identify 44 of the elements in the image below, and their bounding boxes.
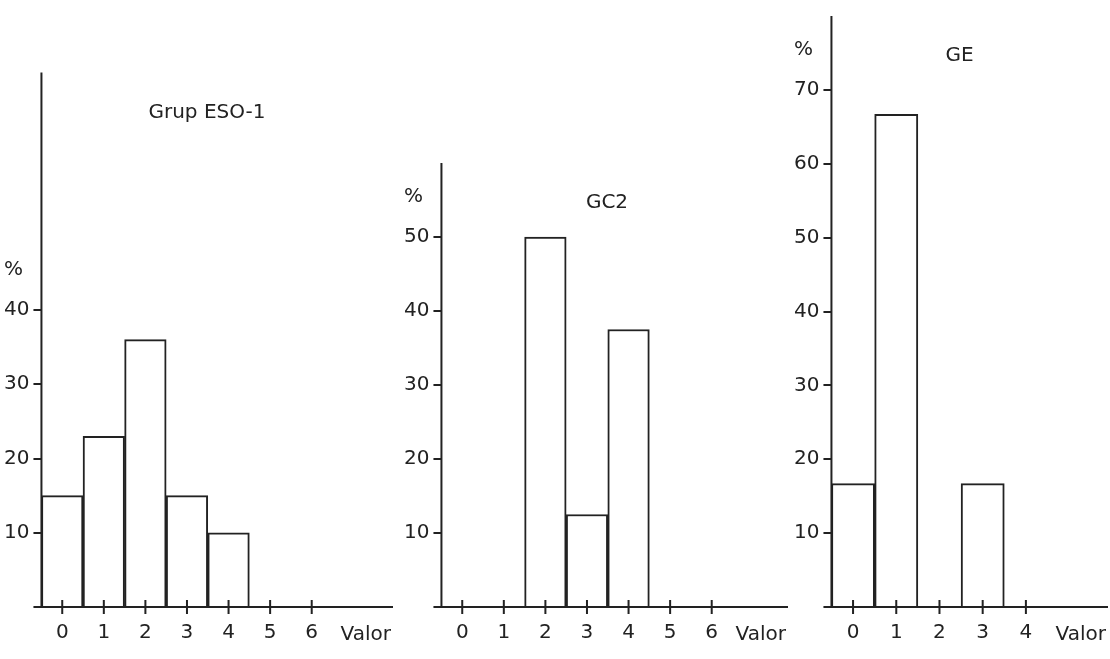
y-tick-label: 50 [404,223,430,248]
y-tick-label: 20 [4,444,30,469]
y-tick-label: 40 [794,297,820,322]
text: GE [945,42,974,67]
y-tick-label: 40 [404,297,430,322]
text: GC2 [585,189,629,214]
y-tick-label: 40 [4,296,30,321]
x-axis-title: Valor [735,621,787,646]
x-tick-label: 2 [539,619,552,644]
x-tick-label: 6 [305,619,319,644]
x-tick-label: 1 [97,619,111,644]
x-tick-label: 0 [55,619,69,644]
x-tick-label: 4 [222,619,235,644]
x-axis-title: Valor [1055,621,1107,646]
x-tick-label: 4 [1019,619,1033,644]
text: Grup ESO-1 [148,98,266,123]
x-tick-label: 5 [663,619,677,644]
x-tick-label: 1 [889,619,903,644]
y-tick-label: 50 [794,223,820,248]
x-tick-label: 2 [933,619,946,644]
x-tick-label: 5 [263,619,277,644]
y-tick-label: 20 [794,445,820,470]
y-axis-title: % [793,36,813,61]
x-tick-label: 4 [622,619,635,644]
x-tick-label: 3 [180,619,194,644]
y-tick-label: 10 [794,519,820,544]
x-axis-title: Valor [340,621,392,646]
x-tick-label: 2 [139,619,152,644]
y-tick-label: 10 [4,518,30,543]
y-tick-label: 20 [404,445,430,470]
y-tick-label: 30 [794,371,820,396]
x-tick-label: 6 [705,619,719,644]
x-tick-label: 0 [455,619,469,644]
y-axis-title: % [403,183,423,208]
x-tick-label: 0 [846,619,860,644]
x-tick-label: 3 [580,619,594,644]
x-tick-label: 1 [497,619,511,644]
y-tick-label: 60 [794,149,820,174]
y-tick-label: 70 [794,76,820,101]
y-tick-label: 30 [404,371,430,396]
x-tick-label: 3 [976,619,990,644]
y-tick-label: 30 [4,370,30,395]
y-axis-title: % [3,256,23,281]
y-tick-label: 10 [404,519,430,544]
